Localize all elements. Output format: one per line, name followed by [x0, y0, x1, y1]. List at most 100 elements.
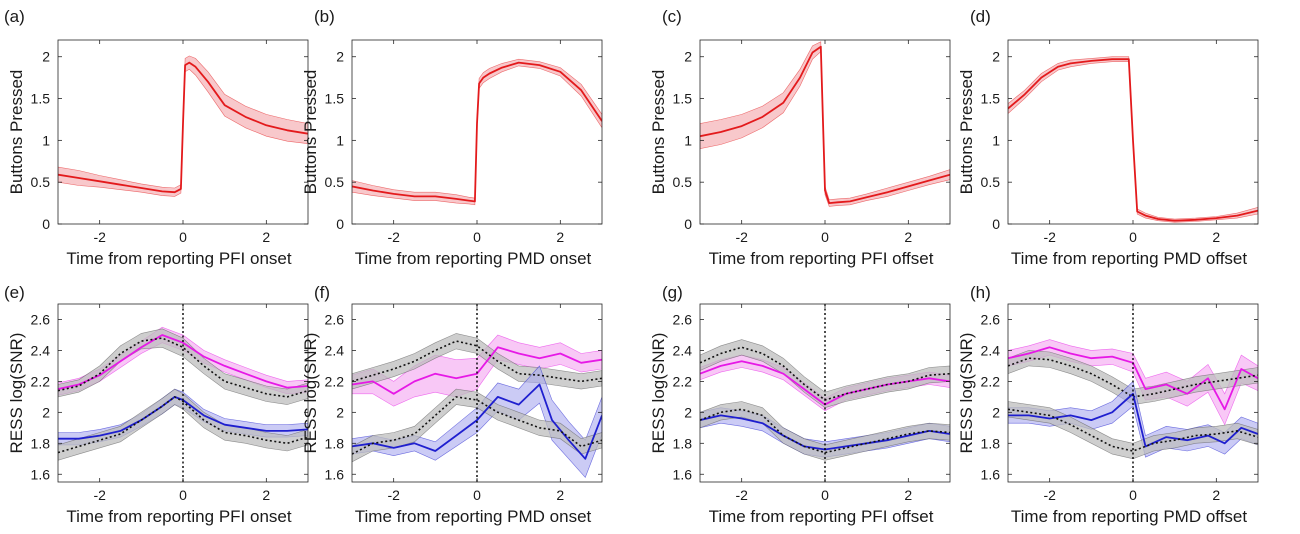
y-tick-label: 1.8	[325, 435, 345, 451]
panel-label: (d)	[970, 7, 991, 26]
x-tick-label: -2	[1043, 229, 1056, 245]
plot-area	[1008, 339, 1258, 460]
y-tick-label: 2	[992, 49, 1000, 65]
x-tick-label: -2	[735, 487, 748, 503]
panel-label: (h)	[970, 283, 991, 302]
y-tick-label: 2.4	[673, 342, 693, 358]
y-tick-label: 0.5	[673, 174, 693, 190]
y-tick-label: 1.8	[31, 435, 51, 451]
error-band-series-0	[352, 58, 602, 206]
y-axis-label: Buttons Pressed	[301, 70, 320, 195]
x-tick-label: -2	[735, 229, 748, 245]
panel-h: (h) -2 0 2 1.6 1.8 2 2.2 2.4 2.6 Time from reporti…	[957, 283, 1259, 526]
x-tick-label: 0	[179, 229, 187, 245]
y-tick-label: 1	[336, 132, 344, 148]
plot-area	[700, 41, 950, 207]
panel-d: (d) -2 0 2 0 0.5 1 1.5 2 Time from reporting PMD …	[957, 7, 1259, 268]
x-axis-label: Time from reporting PFI onset	[66, 507, 291, 526]
x-tick-label: 0	[1129, 487, 1137, 503]
series-line-1	[58, 337, 308, 398]
series-line-0	[1008, 346, 1258, 411]
series-line-0	[352, 346, 602, 395]
x-tick-label: -2	[93, 487, 106, 503]
x-tick-label: 2	[556, 229, 564, 245]
panel-label: (g)	[662, 283, 683, 302]
x-axis-label: Time from reporting PMD onset	[355, 507, 592, 526]
x-tick-label: -2	[93, 229, 106, 245]
x-tick-label: 0	[821, 487, 829, 503]
x-tick-label: 0	[179, 487, 187, 503]
series-line-2	[1008, 392, 1258, 448]
x-tick-label: -2	[1043, 487, 1056, 503]
x-tick-label: -2	[387, 229, 400, 245]
panel-a: (a) -2 0 2 0 0.5 1 1.5 2 Time from reporting PFI …	[4, 7, 309, 268]
series-line-3	[1008, 408, 1258, 452]
y-axis-label: Buttons Pressed	[649, 70, 668, 195]
x-tick-label: 2	[904, 229, 912, 245]
series-line-1	[352, 340, 602, 383]
x-axis-label: Time from reporting PFI offset	[709, 507, 934, 526]
series-line-3	[58, 396, 308, 454]
y-axis-label: RESS log(SNR)	[957, 333, 976, 454]
y-axis-label: RESS log(SNR)	[301, 333, 320, 454]
panel-label: (a)	[4, 7, 25, 26]
panel-c: (c) -2 0 2 0 0.5 1 1.5 2 Time from reporting PFI …	[649, 7, 951, 268]
panel-e: (e) -2 0 2 1.6 1.8 2 2.2 2.4 2.6 Time from reporti…	[4, 283, 309, 526]
y-tick-label: 1.6	[673, 466, 693, 482]
panel-g: (g) -2 0 2 1.6 1.8 2 2.2 2.4 2.6 Time from reporti…	[649, 283, 951, 526]
x-axis-label: Time from reporting PFI onset	[66, 249, 291, 268]
y-tick-label: 2	[684, 404, 692, 420]
plot-area	[1008, 56, 1258, 223]
plot-area	[58, 326, 308, 461]
y-tick-label: 0	[684, 216, 692, 232]
panel-f: (f) -2 0 2 1.6 1.8 2 2.2 2.4 2.6 Time from reporti…	[301, 283, 603, 526]
error-band-series-1	[1008, 350, 1258, 405]
x-tick-label: 2	[262, 487, 270, 503]
y-tick-label: 2.4	[981, 342, 1001, 358]
panel-label: (e)	[4, 283, 25, 302]
x-axis-label: Time from reporting PMD onset	[355, 249, 592, 268]
error-band-series-0	[352, 334, 602, 407]
y-axis-label: Buttons Pressed	[7, 70, 26, 195]
y-tick-label: 1.8	[673, 435, 693, 451]
series-line-0	[58, 61, 308, 194]
x-tick-label: 2	[262, 229, 270, 245]
series-line-0	[1008, 58, 1258, 222]
y-tick-label: 2.6	[31, 311, 51, 327]
y-tick-label: 1	[684, 132, 692, 148]
y-tick-label: 0	[336, 216, 344, 232]
series-line-0	[352, 61, 602, 203]
y-tick-label: 1.5	[673, 91, 693, 107]
x-tick-label: 2	[1212, 229, 1220, 245]
error-band-series-3	[700, 401, 950, 461]
x-axis-label: Time from reporting PMD offset	[1011, 249, 1247, 268]
y-tick-label: 0	[992, 216, 1000, 232]
x-tick-label: 0	[473, 487, 481, 503]
x-axis-label: Time from reporting PMD offset	[1011, 507, 1247, 526]
y-tick-label: 2.2	[31, 373, 51, 389]
plot-area	[352, 58, 602, 206]
y-tick-label: 1	[992, 132, 1000, 148]
plot-area	[58, 55, 308, 197]
y-axis-label: RESS log(SNR)	[649, 333, 668, 454]
panel-b: (b) -2 0 2 0 0.5 1 1.5 2 Time from reporting PMD …	[301, 7, 603, 268]
x-tick-label: 0	[821, 229, 829, 245]
y-tick-label: 1.5	[31, 91, 51, 107]
y-tick-label: 2	[684, 49, 692, 65]
y-tick-label: 2.6	[673, 311, 693, 327]
y-tick-label: 1.5	[325, 91, 345, 107]
x-tick-label: 0	[1129, 229, 1137, 245]
y-tick-label: 2.4	[325, 342, 345, 358]
y-tick-label: 2.2	[325, 373, 345, 389]
y-tick-label: 2	[992, 404, 1000, 420]
y-tick-label: 0.5	[981, 174, 1001, 190]
series-line-0	[700, 45, 950, 205]
y-tick-label: 2.6	[981, 311, 1001, 327]
y-tick-label: 2.2	[673, 373, 693, 389]
y-tick-label: 1.6	[325, 466, 345, 482]
y-tick-label: 2.4	[31, 342, 51, 358]
x-axis-label: Time from reporting PFI offset	[709, 249, 934, 268]
error-band-series-3	[1008, 401, 1258, 460]
y-tick-label: 2	[42, 404, 50, 420]
